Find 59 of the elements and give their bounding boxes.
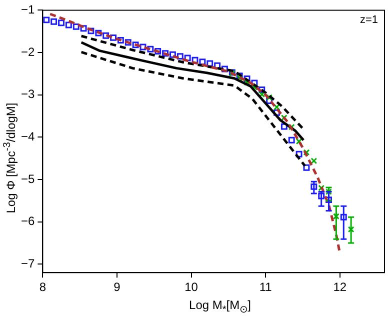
point [318,192,325,200]
point [258,91,266,98]
point [288,136,295,144]
point [176,53,184,60]
y-tick-label: −3 [20,87,35,102]
point [169,51,176,58]
point [303,149,310,156]
y-tick-label: −2 [20,44,35,59]
point [266,94,273,101]
point [199,58,206,66]
point [140,44,146,50]
point [184,54,191,62]
point [288,124,295,130]
x-tick-label: 10 [184,280,198,294]
point [326,188,332,195]
point [162,50,169,57]
y-tick-label: −6 [20,214,35,228]
point [147,46,154,52]
y-tick-label: −4 [20,129,35,144]
point [58,20,64,26]
point [310,158,318,164]
point [65,22,72,28]
point [124,39,132,46]
point [332,213,340,220]
point [274,104,280,110]
point [296,150,302,158]
point [80,25,87,32]
point [192,56,198,64]
point [102,32,110,39]
point [50,18,58,25]
y-tick-label: −5 [20,172,35,186]
point [303,164,310,171]
point [251,84,258,90]
point [280,123,288,130]
point [72,23,80,30]
x-tick-label: 12 [333,280,347,294]
point [348,226,354,233]
point [310,183,318,190]
point [43,16,50,24]
point [340,214,347,220]
point [95,30,102,36]
point [117,37,124,44]
point [110,34,116,41]
point [222,66,228,72]
x-tick-label: 8 [39,280,46,294]
point [244,76,250,82]
y-tick-label: −7 [20,256,35,270]
point [132,42,139,48]
x-tick-label: 11 [259,280,272,294]
point [258,86,266,93]
point [154,48,162,54]
y-tick-label: −1 [20,2,35,17]
point [214,62,221,69]
point [296,138,302,145]
x-tick-label: 9 [114,280,121,294]
annotation: z=1 [360,14,378,26]
x-axis-title: Log M$_{*}$[M$_{⊙}$] [188,298,252,316]
point [206,60,214,67]
point [88,28,94,34]
